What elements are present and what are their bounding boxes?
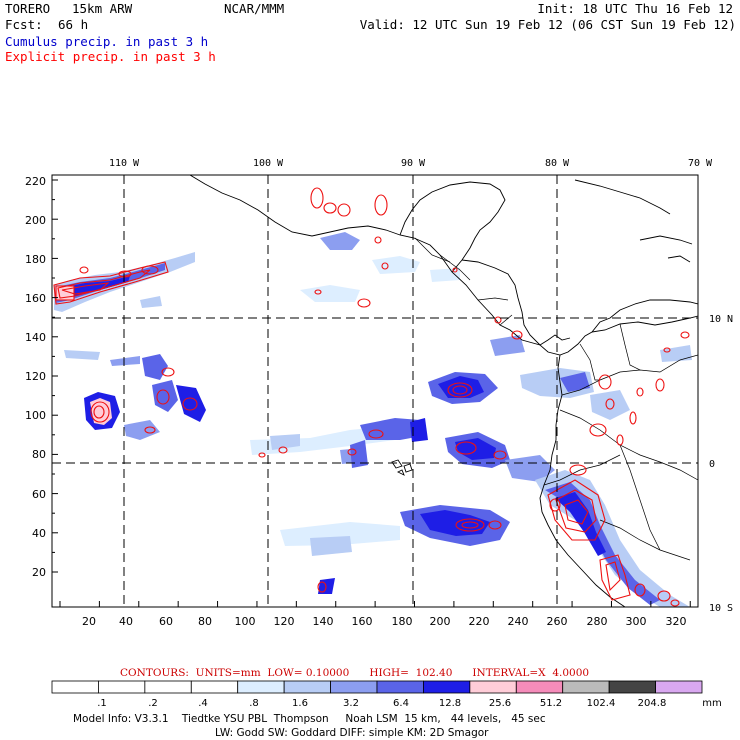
model-info-line-2: LW: Godd SW: Goddard DIFF: simple KM: 2D… [215,727,489,739]
y-tick-label: 20 [32,566,46,579]
y-tick-label: 220 [25,175,46,188]
field-2-title: Explicit precip. in past 3 h [5,49,216,64]
colorbar-label: .1 [97,698,107,709]
colorbar-cell [51,680,99,694]
x-tick-label: 180 [392,615,413,628]
x-tick-label: 300 [626,615,647,628]
colorbar-cell [144,680,192,694]
colorbar-label: 6.4 [393,698,409,709]
valid-time: Valid: 12 UTC Sun 19 Feb 12 (06 CST Sun … [359,17,736,32]
latlon-grid [52,175,698,607]
y-tick-label: 40 [32,527,46,540]
y-tick-label: 160 [25,292,46,305]
colorbar-cell [330,680,378,694]
y-tick-marks [52,179,58,573]
x-tick-label: 60 [159,615,173,628]
colorbar-label: .2 [148,698,158,709]
y-tick-label: 140 [25,331,46,344]
colorbar-label: 1.6 [292,698,308,709]
init-time: Init: 18 UTC Thu 16 Feb 12 [537,1,733,16]
y-tick-label: 200 [25,214,46,227]
colorbar-cell [608,680,656,694]
explicit-precip-contours [53,187,690,607]
x-tick-label: 160 [352,615,373,628]
y-tick-label: 120 [25,370,46,383]
y-tick-label: 60 [32,488,46,501]
lon-label: 110 W [109,158,140,169]
forecast-hour: 66 h [58,17,89,32]
colorbar-label: 102.4 [587,698,616,709]
colorbar-label: 51.2 [540,698,562,709]
colorbar-label: 12.8 [439,698,461,709]
lat-label: 10 N [709,314,733,325]
lon-label: 70 W [688,158,713,169]
lat-label: 10 S [709,603,733,614]
colorbar-label: 3.2 [343,698,359,709]
x-tick-label: 120 [274,615,295,628]
colorbar-cell [283,680,331,694]
x-tick-label: 260 [547,615,568,628]
colorbar-cell [98,680,146,694]
lon-label: 100 W [253,158,284,169]
colorbar-cell [190,680,239,694]
x-tick-label: 80 [198,615,212,628]
x-tick-label: 320 [666,615,687,628]
colorbar-label: .4 [198,698,208,709]
colorbar-label: 204.8 [638,698,667,709]
country-borders [414,237,698,561]
colorbar-cell [376,680,424,694]
lon-label: 90 W [401,158,426,169]
colorbar-label: 25.6 [489,698,511,709]
contour-info: CONTOURS: UNITS=mm LOW= 0.10000 HIGH= 10… [120,667,589,679]
x-tick-label: 220 [469,615,490,628]
forecast-label: Fcst: [5,17,43,32]
colorbar-cell [562,680,610,694]
colorbar-cell [469,680,517,694]
colorbar-label: .8 [249,698,259,709]
organization: NCAR/MMM [224,1,285,16]
colorbar-cell [237,680,285,694]
x-tick-label: 280 [587,615,608,628]
model-name: TORERO [5,1,51,16]
colorbar-cell [515,680,564,694]
y-tick-label: 80 [32,448,46,461]
colorbar-units: mm [702,698,721,709]
colorbar-cell [423,680,471,694]
field-1-title: Cumulus precip. in past 3 h [5,34,209,49]
model-resolution: 15km ARW [72,1,133,16]
y-tick-label: 100 [25,409,46,422]
colorbar [51,680,703,694]
x-tick-label: 40 [119,615,133,628]
x-tick-label: 240 [508,615,529,628]
lon-label: 80 W [545,158,570,169]
x-tick-label: 20 [82,615,96,628]
cumulus-precip-shading [54,232,692,607]
lat-label: 0 [709,459,715,470]
model-info-line-1: Model Info: V3.3.1 Tiedtke YSU PBL Thomp… [73,713,546,725]
colorbar-cell [655,680,703,694]
x-tick-marks [59,601,691,607]
x-tick-label: 140 [313,615,334,628]
x-tick-label: 100 [235,615,256,628]
x-tick-label: 200 [430,615,451,628]
y-tick-label: 180 [25,253,46,266]
